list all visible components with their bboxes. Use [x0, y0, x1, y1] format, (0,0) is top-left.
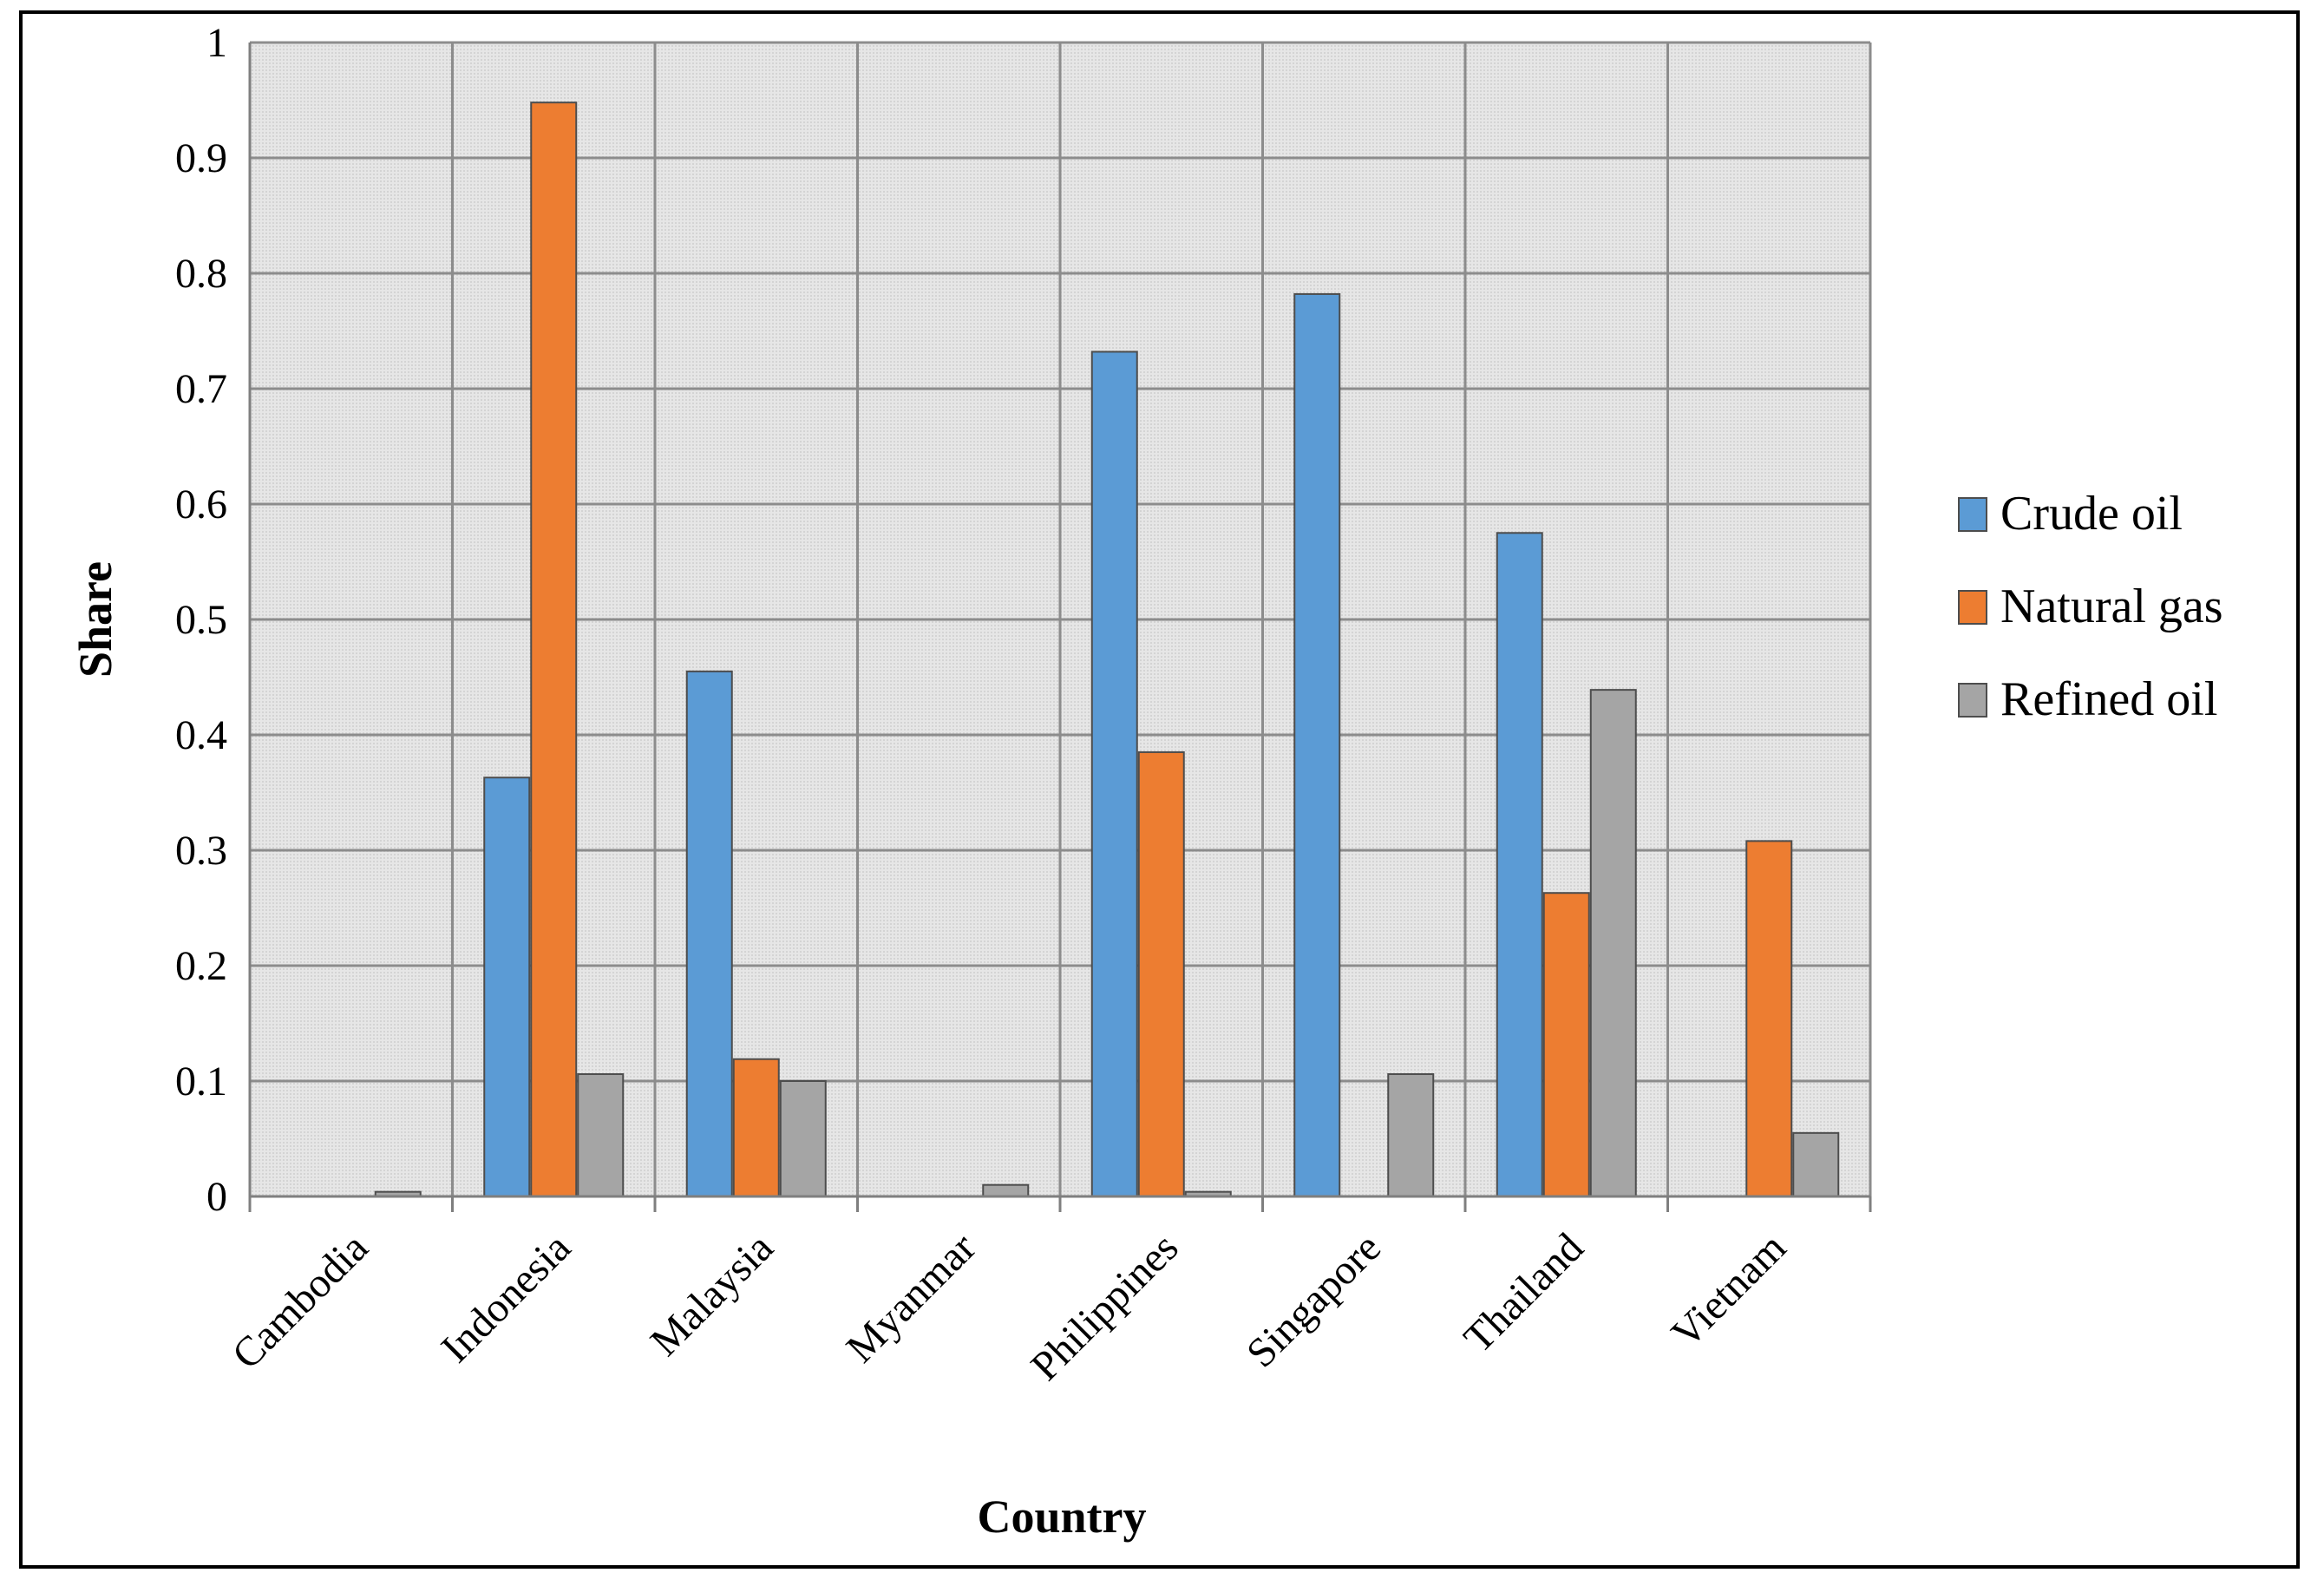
- bar-refined-oil-thailand: [1589, 689, 1637, 1197]
- y-tick-label: 0.7: [175, 366, 227, 412]
- x-tick-label: Philippines: [1022, 1224, 1187, 1389]
- y-tick-label: 0.1: [175, 1058, 227, 1104]
- x-tick-labels: Cambodia Indonesia Malaysia Myanmar Philippi…: [224, 1224, 1795, 1389]
- bar-natural-gas-thailand: [1542, 892, 1590, 1198]
- y-tick-label: 0.2: [175, 943, 227, 989]
- bar-refined-oil-vietnam: [1792, 1131, 1840, 1197]
- bar-refined-oil-singapore: [1387, 1073, 1435, 1198]
- x-tick-label: Myanmar: [838, 1224, 985, 1371]
- bar-crude-oil-thailand: [1496, 532, 1543, 1197]
- bar-crude-oil-indonesia: [483, 777, 531, 1198]
- legend: Crude oil Natural gas Refined oil: [1958, 487, 2223, 726]
- bar-crude-oil-singapore: [1293, 292, 1341, 1198]
- y-tick-label: 0.4: [175, 712, 227, 758]
- legend-swatch: [1958, 590, 1987, 625]
- legend-label: Crude oil: [2000, 487, 2183, 541]
- legend-swatch: [1958, 497, 1987, 532]
- bar-crude-oil-philippines: [1090, 351, 1138, 1197]
- legend-label: Refined oil: [2000, 672, 2217, 726]
- bar-refined-oil-myanmar: [982, 1183, 1030, 1197]
- y-tick-label: 0.6: [175, 482, 227, 528]
- y-tick-label: 0.8: [175, 251, 227, 297]
- legend-label: Natural gas: [2000, 580, 2223, 633]
- bar-refined-oil-malaysia: [779, 1080, 827, 1197]
- bar-natural-gas-vietnam: [1745, 840, 1793, 1197]
- y-tick-label: 0.3: [175, 828, 227, 874]
- bar-natural-gas-philippines: [1137, 750, 1185, 1197]
- x-tick-label: Cambodia: [224, 1224, 377, 1378]
- y-axis-title: Share: [69, 561, 121, 678]
- x-axis-title: Country: [977, 1491, 1146, 1543]
- y-tick-label: 1: [206, 20, 227, 66]
- y-tick-label: 0: [206, 1174, 227, 1220]
- chart-frame: 0 0.1 0.2 0.3 0.4 0.5 0.6 0.7 0.8 0.9 1 Cambodia In…: [19, 10, 2300, 1569]
- bar-natural-gas-indonesia: [530, 102, 578, 1197]
- bar-natural-gas-malaysia: [732, 1058, 780, 1197]
- x-tick-label: Thailand: [1455, 1224, 1592, 1361]
- x-tick-label: Indonesia: [433, 1224, 579, 1371]
- x-tick-label: Vietnam: [1663, 1224, 1795, 1356]
- y-tick-labels: 0 0.1 0.2 0.3 0.4 0.5 0.6 0.7 0.8 0.9 1: [175, 20, 227, 1220]
- y-tick-label: 0.9: [175, 135, 227, 181]
- bars: [374, 102, 1840, 1198]
- x-tick-label: Malaysia: [642, 1224, 782, 1365]
- bar-refined-oil-indonesia: [577, 1073, 625, 1198]
- bar-crude-oil-malaysia: [685, 670, 733, 1197]
- axes: [248, 43, 1872, 1212]
- legend-swatch: [1958, 683, 1987, 718]
- x-tick-label: Singapore: [1238, 1224, 1390, 1376]
- bar-chart: 0 0.1 0.2 0.3 0.4 0.5 0.6 0.7 0.8 0.9 1 Cambodia In…: [69, 20, 2223, 1543]
- y-tick-label: 0.5: [175, 597, 227, 643]
